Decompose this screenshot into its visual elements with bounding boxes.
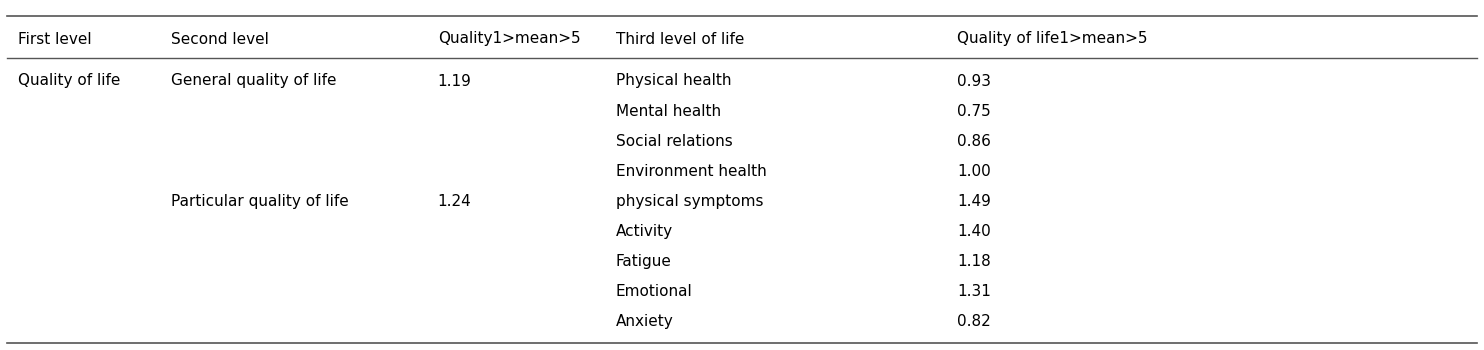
Text: Quality of life1>mean>5: Quality of life1>mean>5	[957, 32, 1147, 47]
Text: physical symptoms: physical symptoms	[616, 194, 763, 209]
Text: Third level of life: Third level of life	[616, 32, 745, 47]
Text: 1.24: 1.24	[438, 194, 472, 209]
Text: Mental health: Mental health	[616, 104, 721, 119]
Text: Second level: Second level	[171, 32, 269, 47]
Text: Quality1>mean>5: Quality1>mean>5	[438, 32, 580, 47]
Text: Environment health: Environment health	[616, 164, 767, 179]
Text: Particular quality of life: Particular quality of life	[171, 194, 349, 209]
Text: Physical health: Physical health	[616, 74, 732, 89]
Text: 1.19: 1.19	[438, 74, 472, 89]
Text: Activity: Activity	[616, 224, 672, 239]
Text: Social relations: Social relations	[616, 134, 733, 149]
Text: Anxiety: Anxiety	[616, 314, 674, 329]
Text: 0.82: 0.82	[957, 314, 991, 329]
Text: General quality of life: General quality of life	[171, 74, 337, 89]
Text: Emotional: Emotional	[616, 284, 693, 299]
Text: 1.49: 1.49	[957, 194, 991, 209]
Text: 0.93: 0.93	[957, 74, 991, 89]
Text: 0.75: 0.75	[957, 104, 991, 119]
Text: 1.18: 1.18	[957, 254, 991, 269]
Text: Fatigue: Fatigue	[616, 254, 672, 269]
Text: 1.00: 1.00	[957, 164, 991, 179]
Text: 0.86: 0.86	[957, 134, 991, 149]
Text: 1.31: 1.31	[957, 284, 991, 299]
Text: 1.40: 1.40	[957, 224, 991, 239]
Text: First level: First level	[18, 32, 92, 47]
Text: Quality of life: Quality of life	[18, 74, 120, 89]
